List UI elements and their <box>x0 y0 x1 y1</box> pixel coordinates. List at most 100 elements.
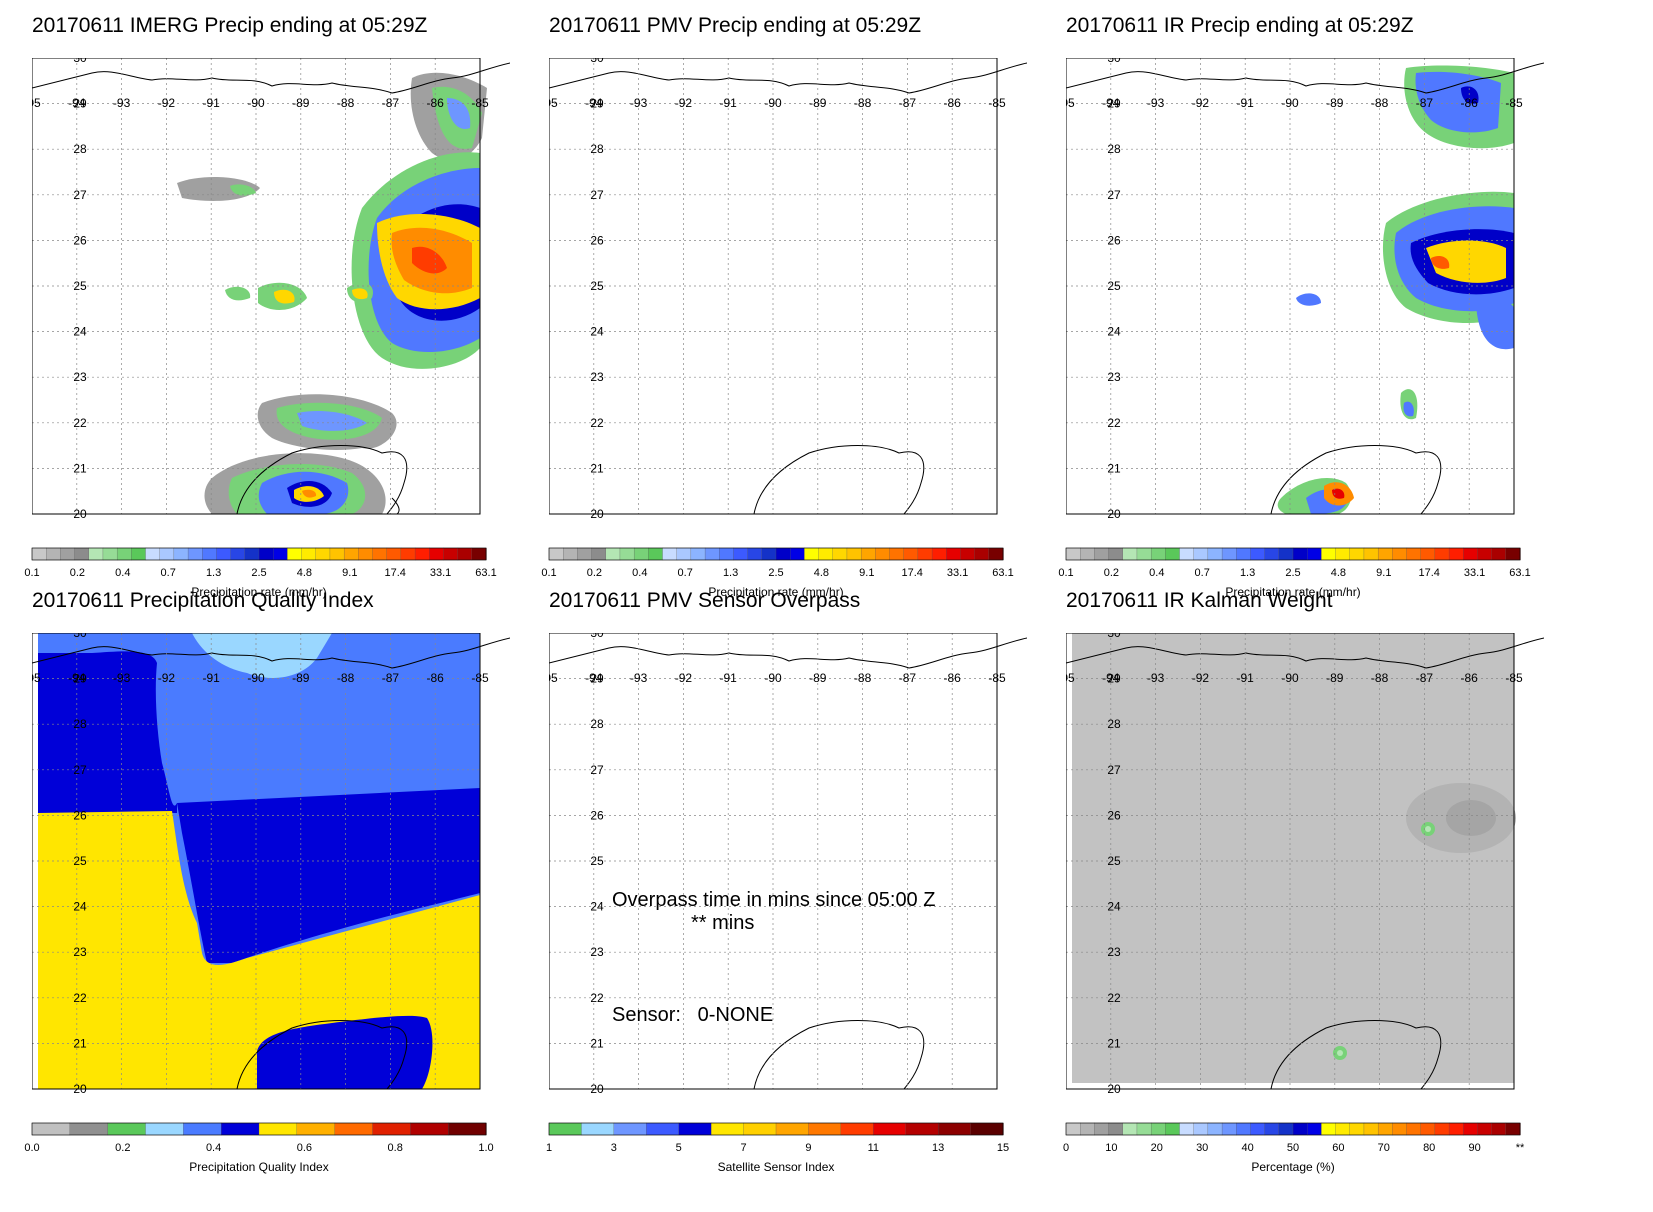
lon-tick-label: -88 <box>337 96 355 110</box>
colorbar-tick-label: 70 <box>1378 1142 1390 1154</box>
colorbar-tick-label: 63.1 <box>475 567 496 579</box>
overpass-time-text: Overpass time in mins since 05:00 Z <box>612 889 936 911</box>
lat-tick-label: 27 <box>73 188 87 202</box>
colorbar-swatch <box>960 547 976 561</box>
colorbar-swatch <box>1491 1122 1507 1136</box>
kalman-field <box>1072 633 1516 1083</box>
colorbar-swatch <box>1307 547 1323 561</box>
colorbar-swatch <box>1221 547 1237 561</box>
axis-labels: -95-94-93-92-91-90-89-88-87-86-853029282… <box>1066 633 1523 1096</box>
colorbar-tick-label: 0.4 <box>115 567 130 579</box>
colorbar-tick-label: 17.4 <box>901 567 922 579</box>
grid-lines <box>32 633 480 1089</box>
colorbar-tick-label: 30 <box>1196 1142 1208 1154</box>
lat-tick-label: 21 <box>73 1036 87 1050</box>
colorbar-tick-label: 15 <box>997 1142 1009 1154</box>
colorbar-label: Precipitation rate (mm/hr) <box>191 585 326 599</box>
colorbar-swatch <box>1193 547 1209 561</box>
lat-tick-label: 24 <box>73 325 87 339</box>
colorbar-swatch <box>1420 547 1436 561</box>
colorbar-tick-label: 0.8 <box>388 1142 403 1154</box>
colorbar-swatch <box>358 547 374 561</box>
colorbar-tick-label: 0.2 <box>1104 567 1119 579</box>
lat-tick-label: 26 <box>590 808 604 822</box>
colorbar-tick-label: 9.1 <box>1376 567 1391 579</box>
coastline <box>549 62 1027 515</box>
colorbar-tick-label: 0.2 <box>587 567 602 579</box>
colorbar-tick-label: 20 <box>1151 1142 1163 1154</box>
colorbar-swatch <box>46 547 62 561</box>
panel-title: 20170611 IR Precip ending at 05:29Z <box>1066 14 1414 37</box>
map-kalman: -95-94-93-92-91-90-89-88-87-86-853029282… <box>1066 633 1544 1119</box>
colorbar-tick-label: 4.8 <box>1331 567 1346 579</box>
lat-tick-label: 30 <box>1107 633 1121 640</box>
lat-tick-label: 21 <box>1107 1036 1121 1050</box>
colorbar-tick-label: 33.1 <box>1464 567 1485 579</box>
grid-lines <box>549 633 997 1089</box>
axis-labels: -95-94-93-92-91-90-89-88-87-86-853029282… <box>32 633 489 1096</box>
colorbar-precip: 0.1 0.2 0.4 0.7 1.3 2.5 4.8 9.1 17.4 33.1 63.1 Prec… <box>1058 547 1552 608</box>
lon-tick-label: -92 <box>675 671 693 685</box>
colorbar-swatch <box>1065 547 1081 561</box>
map-imerg: -95-94-93-92-91-90-89-88-87-86-853029282… <box>32 58 510 544</box>
colorbar-tick-label: 1.3 <box>723 567 738 579</box>
lon-tick-label: -87 <box>899 96 917 110</box>
colorbar-swatch <box>60 547 76 561</box>
lat-tick-label: 21 <box>73 461 87 475</box>
lon-tick-label: -88 <box>1371 671 1389 685</box>
colorbar-swatch <box>1207 547 1223 561</box>
lon-tick-label: -86 <box>944 671 962 685</box>
lat-tick-label: 29 <box>73 97 87 111</box>
lat-tick-label: 30 <box>73 633 87 640</box>
colorbar-swatch <box>676 547 692 561</box>
colorbar-swatch <box>1335 1122 1351 1136</box>
colorbar-swatch <box>1349 1122 1365 1136</box>
lat-tick-label: 24 <box>1107 900 1121 914</box>
colorbar-tick-label: 9 <box>805 1142 811 1154</box>
colorbar-tick-label: 1 <box>546 1142 552 1154</box>
colorbar-tick-label: 0.0 <box>24 1142 39 1154</box>
lat-tick-label: 26 <box>590 233 604 247</box>
colorbar-swatch <box>581 1122 615 1136</box>
colorbar-tick-label: 0.6 <box>297 1142 312 1154</box>
lat-tick-label: 27 <box>590 188 604 202</box>
lon-tick-label: -87 <box>382 96 400 110</box>
colorbar-swatch <box>244 547 260 561</box>
lat-tick-label: 29 <box>1107 672 1121 686</box>
lat-tick-label: 27 <box>1107 188 1121 202</box>
colorbar-swatch <box>832 547 848 561</box>
colorbar-swatch <box>1221 1122 1237 1136</box>
lat-tick-label: 22 <box>1107 991 1121 1005</box>
colorbar-tick-label: 1.0 <box>478 1142 493 1154</box>
lon-tick-label: -88 <box>1371 96 1389 110</box>
colorbar-tick-label: 1.3 <box>206 567 221 579</box>
colorbar-swatch <box>400 547 416 561</box>
colorbar-tick-label: 0.7 <box>1195 567 1210 579</box>
lat-tick-label: 26 <box>73 808 87 822</box>
colorbar-swatch <box>591 547 607 561</box>
colorbar-tick-label: 0.4 <box>206 1142 221 1154</box>
lat-tick-label: 29 <box>590 97 604 111</box>
lat-tick-label: 21 <box>590 1036 604 1050</box>
lon-tick-label: -86 <box>944 96 962 110</box>
colorbar-swatch <box>1420 1122 1436 1136</box>
lon-tick-label: -94 <box>585 96 603 110</box>
colorbar-swatch <box>31 547 47 561</box>
colorbar-swatch <box>662 547 678 561</box>
lat-tick-label: 24 <box>73 900 87 914</box>
colorbar-swatch <box>970 1122 1004 1136</box>
colorbar-swatch <box>1165 1122 1181 1136</box>
colorbar-swatch <box>343 547 359 561</box>
panel-overpass: 20170611 PMV Sensor Overpass -95 -94 -93 -9… <box>546 589 1089 1179</box>
grid-lines <box>1066 633 1514 1089</box>
colorbar-swatch <box>1406 547 1422 561</box>
lat-tick-label: 23 <box>73 945 87 959</box>
colorbar-swatch <box>710 1122 745 1136</box>
lon-tick-label: -87 <box>899 671 917 685</box>
lon-tick-label: -86 <box>1461 671 1479 685</box>
colorbar-swatch <box>1080 547 1096 561</box>
colorbar-tick-label: 4.8 <box>814 567 829 579</box>
panel-imerg: 20170611 IMERG Precip ending at 05:29Z <box>24 14 572 604</box>
colorbar-swatch <box>183 1122 222 1136</box>
colorbar-swatch <box>1307 1122 1323 1136</box>
